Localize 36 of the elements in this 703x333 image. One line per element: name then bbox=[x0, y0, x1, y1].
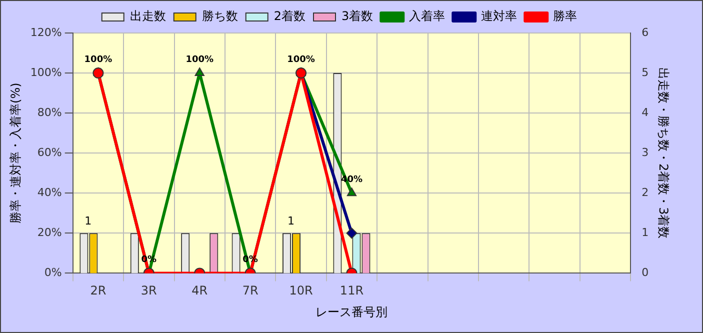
x-tick-label: 2R bbox=[90, 284, 106, 298]
legend-label: 3着数 bbox=[342, 9, 374, 24]
y-tick-label: 120% bbox=[30, 26, 62, 39]
point bbox=[92, 68, 104, 79]
y2-tick-label: 1 bbox=[642, 226, 649, 240]
data-label: 1 bbox=[84, 214, 92, 228]
y-tick-label: 60% bbox=[37, 146, 62, 159]
data-label: 100% bbox=[84, 54, 112, 65]
legend-label: 勝ち数 bbox=[202, 9, 238, 24]
y2-tick-label: 5 bbox=[642, 66, 649, 79]
y2-tick-label: 6 bbox=[642, 26, 649, 39]
y-tick-label: 40% bbox=[37, 186, 62, 199]
data-label: 100% bbox=[186, 54, 214, 65]
x-axis-title: レース番号別 bbox=[316, 304, 388, 319]
y-tick-label: 0% bbox=[44, 266, 62, 280]
x-tick-label: 4R bbox=[192, 284, 208, 298]
y2-tick-label: 2 bbox=[642, 186, 649, 199]
legend-label: 2着数 bbox=[274, 9, 306, 24]
y2-tick-label: 0 bbox=[642, 266, 649, 280]
y-tick-label: 80% bbox=[37, 106, 62, 119]
x-tick-label: 7R bbox=[242, 284, 258, 298]
y-tick-label: 100% bbox=[30, 66, 62, 79]
y2-tick-label: 4 bbox=[642, 106, 649, 119]
data-label: 1 bbox=[287, 214, 294, 228]
y2-axis-title: 出走数・勝ち数・2着数・3着数 bbox=[656, 67, 671, 239]
data-label: 100% bbox=[287, 54, 315, 65]
y2-tick-label: 3 bbox=[642, 146, 649, 159]
y-tick-label: 20% bbox=[37, 226, 62, 240]
legend-label: 連対率 bbox=[481, 9, 518, 24]
x-tick-label: 11R bbox=[340, 284, 364, 298]
legend-label: 出走数 bbox=[130, 9, 166, 24]
legend-label: 勝率 bbox=[553, 9, 578, 24]
x-tick-label: 10R bbox=[289, 284, 313, 298]
x-tick-label: 3R bbox=[140, 284, 157, 298]
legend-label: 入着率 bbox=[409, 9, 446, 24]
y-axis-title: 勝率・連対率・入着率(%) bbox=[8, 82, 22, 224]
